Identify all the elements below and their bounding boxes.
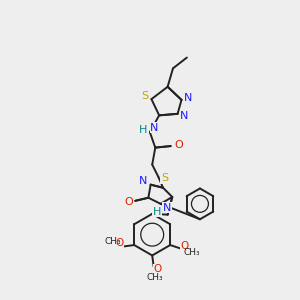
Text: S: S <box>142 91 149 101</box>
Text: CH₃: CH₃ <box>104 237 121 246</box>
Text: S: S <box>161 173 168 184</box>
Text: H: H <box>139 125 147 135</box>
Text: H: H <box>153 207 161 217</box>
Text: N: N <box>163 203 171 213</box>
Text: O: O <box>116 238 124 248</box>
Text: O: O <box>154 264 162 274</box>
Text: O: O <box>181 241 189 251</box>
Text: N: N <box>180 111 189 121</box>
Text: O: O <box>174 140 183 150</box>
Text: N: N <box>150 123 159 133</box>
Text: CH₃: CH₃ <box>184 248 200 257</box>
Text: N: N <box>139 176 147 186</box>
Text: CH₃: CH₃ <box>147 272 164 281</box>
Text: N: N <box>183 93 192 103</box>
Text: O: O <box>124 197 133 207</box>
